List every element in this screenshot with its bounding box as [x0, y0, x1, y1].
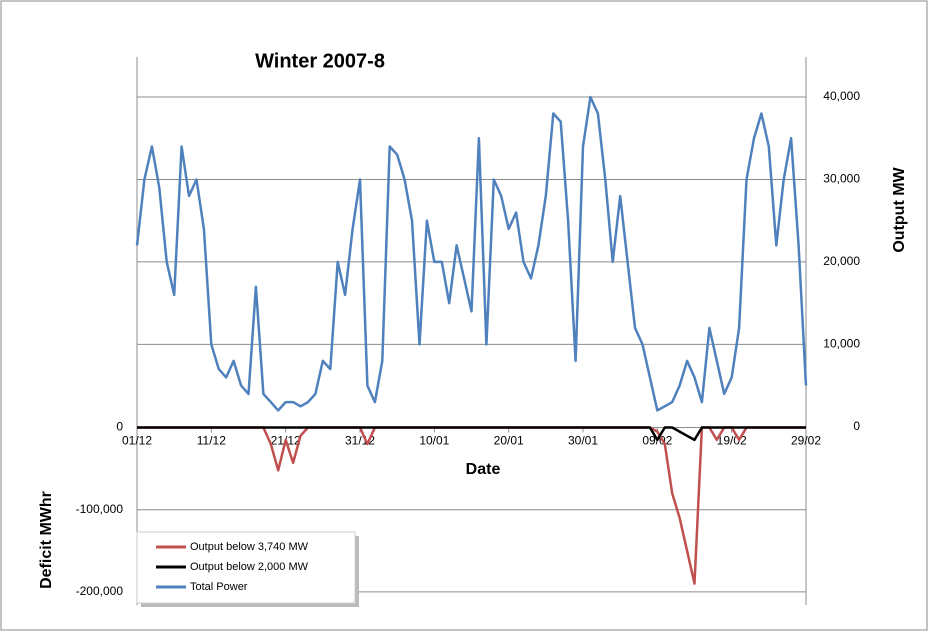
- chart-title: Winter 2007-8: [255, 50, 385, 72]
- x-tick-label: 20/01: [494, 434, 524, 448]
- legend-label: Output below 3,740 MW: [190, 541, 309, 553]
- y2-axis-title: Output MW: [891, 166, 908, 252]
- y2-tick-label: 30,000: [823, 172, 860, 186]
- x-axis-title: Date: [466, 461, 501, 478]
- legend: Output below 3,740 MW Output below 2,000 …: [136, 531, 359, 607]
- y-tick-label: 0: [116, 420, 123, 434]
- x-tick-label: 30/01: [568, 434, 598, 448]
- y-tick-label: -200,000: [76, 584, 124, 598]
- y-axis-title: Deficit MWhr: [38, 491, 55, 589]
- x-tick-label: 10/01: [419, 434, 449, 448]
- line-series: [137, 426, 806, 442]
- x-tick-label: 29/02: [791, 434, 821, 448]
- legend-label: Total Power: [190, 581, 248, 593]
- y2-tick-label: 0: [853, 419, 860, 433]
- y2-tick-label: 40,000: [823, 89, 860, 103]
- line-series: [135, 95, 808, 412]
- y-tick-label: -100,000: [76, 502, 124, 516]
- x-tick-label: 01/12: [122, 434, 152, 448]
- legend-label: Output below 2,000 MW: [190, 561, 309, 573]
- x-tick-label: 11/12: [197, 434, 226, 448]
- y2-tick-label: 10,000: [823, 337, 860, 351]
- y2-tick-label: 20,000: [823, 254, 860, 268]
